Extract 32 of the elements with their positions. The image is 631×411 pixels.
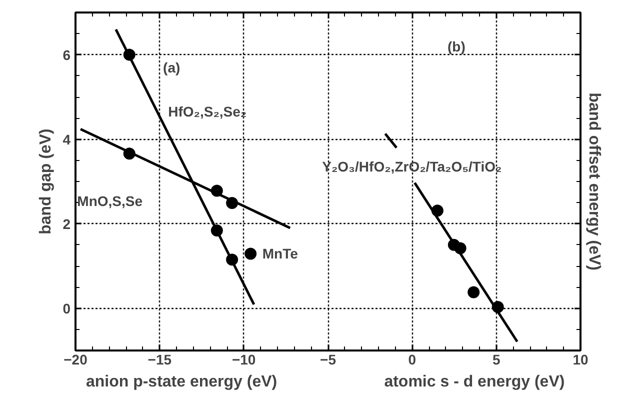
y-tick-label: 4 bbox=[62, 131, 71, 148]
text: atomic s - d energy (eV) bbox=[384, 374, 565, 390]
annotation: HfO₂,S₂,Se₂ bbox=[168, 103, 247, 120]
point bbox=[210, 224, 223, 236]
point bbox=[123, 48, 136, 61]
x-tick-label: −20 bbox=[64, 352, 88, 368]
y-axis-title: band gap (eV) bbox=[38, 128, 55, 234]
point bbox=[431, 204, 444, 217]
annotation: Y₂O₃/HfO₂,ZrO₂/Ta₂O₅/TiO₂ bbox=[322, 158, 502, 174]
annotation: (a) bbox=[163, 59, 180, 76]
y-tick-label: 6 bbox=[62, 46, 71, 63]
annotation: (b) bbox=[448, 38, 466, 55]
y-tick-label: 2 bbox=[62, 216, 71, 232]
point bbox=[123, 148, 136, 160]
x-tick-label: 0 bbox=[408, 352, 416, 368]
y2-axis-title: band offset energy (eV) bbox=[586, 92, 602, 270]
x-tick-label: 5 bbox=[492, 352, 500, 368]
x-tick-label: −15 bbox=[148, 352, 172, 368]
point bbox=[226, 197, 238, 210]
point bbox=[454, 242, 466, 254]
y-tick-label: 0 bbox=[62, 300, 71, 316]
point bbox=[226, 254, 238, 266]
annotation: MnO,S,Se bbox=[77, 192, 143, 209]
x-tick-label: 10 bbox=[572, 352, 588, 368]
x-axis-title: anion p-state energy (eV) bbox=[86, 374, 278, 390]
x-tick-label: −5 bbox=[320, 352, 336, 368]
point bbox=[492, 300, 504, 313]
annotation: MnTe bbox=[262, 246, 298, 262]
point bbox=[468, 286, 480, 298]
point bbox=[244, 248, 257, 260]
x-tick-label: −10 bbox=[232, 352, 256, 368]
point bbox=[210, 184, 223, 197]
